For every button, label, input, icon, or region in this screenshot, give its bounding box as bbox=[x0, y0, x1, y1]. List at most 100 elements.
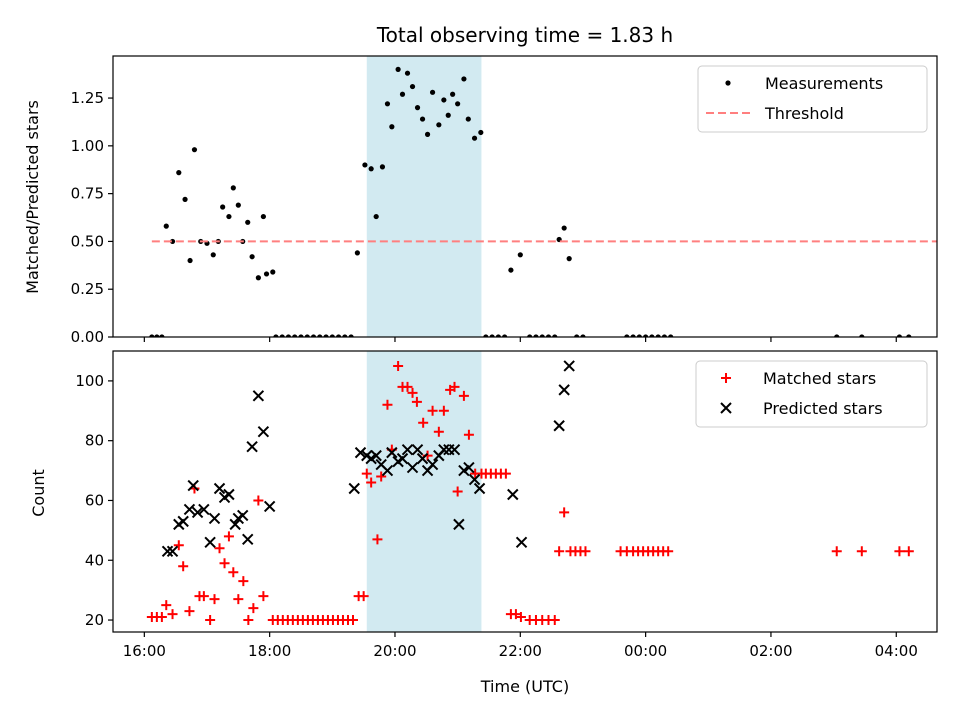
data-point bbox=[226, 213, 232, 220]
data-point bbox=[445, 112, 451, 118]
x-axis-label: Time (UTC) bbox=[480, 677, 569, 696]
data-point bbox=[263, 271, 270, 277]
data-point bbox=[539, 334, 545, 337]
data-point bbox=[495, 334, 501, 337]
data-point bbox=[310, 334, 317, 337]
data-point bbox=[549, 615, 560, 626]
data-point bbox=[260, 213, 266, 220]
data-point bbox=[489, 334, 495, 337]
data-point bbox=[903, 546, 914, 557]
legend-label: Measurements bbox=[765, 74, 883, 93]
data-point bbox=[419, 116, 426, 122]
data-point bbox=[255, 275, 261, 281]
data-point bbox=[906, 334, 912, 337]
data-point bbox=[362, 162, 368, 168]
data-point bbox=[510, 609, 521, 620]
data-point bbox=[630, 334, 636, 337]
data-point bbox=[229, 518, 241, 531]
data-point bbox=[354, 250, 360, 256]
data-point bbox=[545, 334, 552, 337]
data-point bbox=[561, 225, 567, 231]
data-point bbox=[376, 471, 387, 482]
data-point bbox=[859, 334, 865, 337]
data-point bbox=[381, 464, 394, 477]
data-point bbox=[500, 468, 511, 479]
data-point bbox=[169, 238, 176, 245]
y-tick-label: 1.25 bbox=[71, 89, 104, 107]
data-point bbox=[317, 334, 323, 337]
data-point bbox=[348, 334, 354, 337]
data-point bbox=[270, 269, 276, 275]
data-point bbox=[159, 334, 165, 337]
data-point bbox=[404, 70, 411, 76]
data-point bbox=[292, 334, 298, 337]
x-tick-label: 00:00 bbox=[624, 642, 667, 660]
top-y-axis-label: Matched/Predicted stars bbox=[23, 100, 42, 294]
data-point bbox=[471, 135, 478, 141]
data-point bbox=[257, 426, 270, 438]
series-matched-stars bbox=[146, 360, 914, 626]
data-point bbox=[323, 334, 329, 337]
data-point bbox=[372, 534, 383, 545]
data-point bbox=[450, 91, 456, 97]
data-point bbox=[552, 334, 558, 337]
data-point bbox=[187, 257, 193, 264]
data-point bbox=[246, 440, 258, 453]
data-point bbox=[213, 482, 226, 495]
legend-box bbox=[697, 65, 928, 133]
data-point bbox=[235, 202, 241, 208]
data-point bbox=[304, 334, 310, 337]
data-point bbox=[478, 129, 484, 136]
data-point bbox=[414, 105, 421, 111]
data-point bbox=[258, 591, 269, 602]
legend-label: Matched stars bbox=[763, 369, 876, 388]
data-point bbox=[154, 334, 160, 337]
data-point bbox=[426, 458, 439, 471]
data-point bbox=[580, 546, 591, 557]
legend-label: Predicted stars bbox=[763, 399, 883, 418]
legend-box bbox=[695, 360, 928, 428]
data-point bbox=[533, 334, 539, 337]
data-point bbox=[223, 531, 234, 542]
data-point bbox=[624, 334, 630, 337]
data-point bbox=[515, 612, 526, 623]
data-point bbox=[649, 334, 655, 337]
data-point bbox=[253, 495, 264, 506]
data-point bbox=[182, 196, 188, 202]
top-panel: 0.00 0.25 0.50 0.75 1.00 1.25 Measurements Thre… bbox=[71, 55, 938, 346]
data-point bbox=[448, 443, 461, 456]
data-point bbox=[242, 533, 254, 546]
y-tick-label: 40 bbox=[85, 551, 104, 569]
data-point bbox=[483, 334, 489, 337]
data-point bbox=[361, 468, 372, 479]
data-point bbox=[233, 594, 244, 605]
data-point bbox=[409, 83, 416, 90]
data-point bbox=[438, 405, 449, 416]
data-point bbox=[554, 546, 565, 557]
data-point bbox=[441, 97, 447, 103]
data-point bbox=[411, 443, 424, 456]
y-tick-label: 0.25 bbox=[71, 280, 104, 298]
data-point bbox=[831, 546, 842, 557]
data-point bbox=[393, 360, 404, 371]
y-tick-label: 0.75 bbox=[71, 185, 104, 203]
data-point bbox=[178, 561, 189, 572]
data-point bbox=[449, 381, 460, 392]
data-point bbox=[354, 446, 367, 459]
legend: Matched stars Predicted stars bbox=[695, 360, 928, 428]
shaded-region bbox=[366, 56, 482, 337]
data-point bbox=[517, 252, 523, 258]
y-tick-label: 20 bbox=[85, 611, 104, 629]
x-tick-label: 20:00 bbox=[373, 642, 416, 660]
data-point bbox=[384, 101, 391, 107]
data-point bbox=[176, 170, 182, 176]
data-point bbox=[553, 420, 565, 432]
data-point bbox=[418, 417, 429, 428]
data-point bbox=[342, 334, 348, 337]
data-point bbox=[187, 479, 199, 492]
data-point bbox=[230, 185, 236, 191]
data-point bbox=[574, 334, 580, 337]
chart-title: Total observing time = 1.83 h bbox=[376, 23, 673, 47]
data-point bbox=[896, 334, 903, 337]
data-point bbox=[243, 615, 254, 626]
